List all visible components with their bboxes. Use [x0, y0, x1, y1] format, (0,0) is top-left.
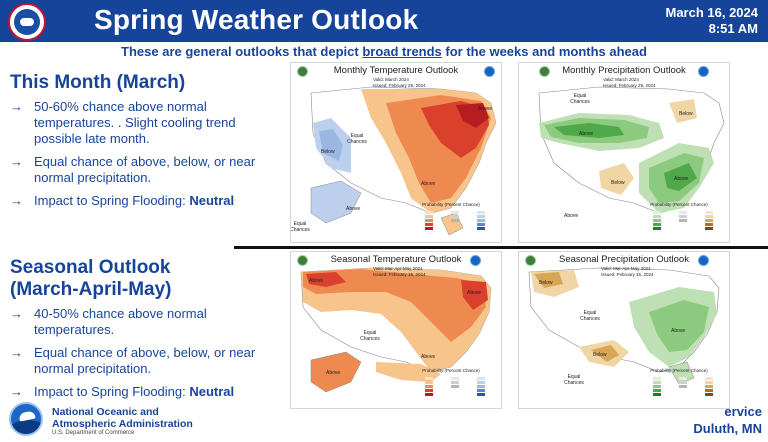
list-item: Impact to Spring Flooding: Neutral	[10, 193, 285, 209]
map-label: Above	[579, 131, 594, 137]
list-item: Equal chance of above, below, or near no…	[10, 154, 285, 186]
flood-label: Impact to Spring Flooding:	[34, 384, 190, 399]
page-title: Spring Weather Outlook	[94, 4, 419, 35]
map-title: Seasonal Precipitation Outlook	[559, 254, 689, 265]
map-legend: Probability (Percent Chance)	[635, 202, 723, 238]
seasonal-heading-line2: (March-April-May)	[10, 279, 172, 300]
map-label: Above	[326, 370, 341, 376]
legend-title: Probability (Percent Chance)	[650, 368, 708, 373]
map-valid: Valid: Mar-Apr-May 2024	[601, 266, 651, 271]
seasonal-temperature-map: Seasonal Temperature Outlook Valid: Mar-…	[290, 251, 502, 409]
map-label: Equal Chances	[570, 93, 590, 105]
noaa-icon	[698, 66, 709, 77]
usda-seal-icon	[297, 66, 308, 77]
seasonal-bullets: 40-50% chance above normal temperatures.…	[10, 306, 285, 407]
subtitle: These are general outlooks that depict b…	[0, 42, 768, 62]
subtitle-underlined: broad trends	[362, 44, 442, 59]
map-issued: Issued: February 29, 2024	[373, 83, 426, 88]
usda-seal-icon	[539, 66, 550, 77]
map-label: Equal Chances	[347, 133, 367, 145]
monthly-precipitation-svg	[538, 86, 725, 214]
map-issued: Issued: February 29, 2024	[603, 83, 656, 88]
seasonal-temperature-svg	[300, 267, 492, 393]
map-legend: Probability (Percent Chance)	[407, 202, 495, 238]
office-city: Duluth, MN	[693, 421, 762, 436]
map-valid: Valid: March 2024	[373, 77, 409, 82]
map-label: Below	[593, 352, 607, 358]
noaa-icon	[698, 255, 709, 266]
map-meta: Valid: Mar-Apr-May 2024 Issued: February…	[373, 266, 426, 278]
map-label: Above	[346, 206, 361, 212]
subtitle-prefix: These are general outlooks that depict	[121, 44, 363, 59]
monthly-precipitation-map: Monthly Precipitation Outlook Valid: Mar…	[518, 62, 730, 243]
map-label: Above	[421, 181, 436, 187]
nws-logo-emblem	[14, 9, 40, 35]
header-bar: Spring Weather Outlook March 16, 2024 8:…	[0, 0, 768, 42]
seasonal-precipitation-map: Seasonal Precipitation Outlook Valid: Ma…	[518, 251, 730, 409]
map-label: Above	[674, 176, 689, 182]
map-issued: Issued: February 15, 2024	[373, 272, 426, 277]
noaa-bird-icon	[18, 410, 36, 422]
map-valid: Valid: Mar-Apr-May 2024	[373, 266, 423, 271]
map-meta: Valid: March 2024 Issued: February 29, 2…	[603, 77, 656, 89]
legend-title: Probability (Percent Chance)	[422, 202, 480, 207]
map-issued: Issued: February 15, 2024	[601, 272, 654, 277]
date-text: March 16, 2024	[665, 5, 758, 20]
map-label: Below	[679, 111, 693, 117]
list-item: Equal chance of above, below, or near no…	[10, 345, 285, 377]
map-title: Monthly Temperature Outlook	[333, 65, 459, 76]
legend-title: Probability (Percent Chance)	[422, 368, 480, 373]
map-label: Equal Chances	[360, 330, 380, 342]
map-title: Seasonal Temperature Outlook	[330, 254, 462, 265]
monthly-temperature-svg	[310, 86, 497, 236]
map-valid: Valid: March 2024	[603, 77, 639, 82]
map-label: Above	[478, 106, 493, 112]
this-month-bullets: 50-60% chance above normal temperatures.…	[10, 99, 285, 216]
usda-seal-icon	[525, 255, 536, 266]
map-label: Below	[321, 149, 335, 155]
map-legend: Probability (Percent Chance)	[407, 368, 495, 404]
map-label: Equal Chances	[564, 374, 584, 386]
map-label: Below	[539, 280, 553, 286]
map-label: Above	[309, 278, 324, 284]
list-item: Impact to Spring Flooding: Neutral	[10, 384, 285, 400]
flood-value: Neutral	[189, 384, 235, 399]
agency-line2: Atmospheric Administration	[52, 418, 193, 430]
monthly-temperature-map: Monthly Temperature Outlook Valid: March…	[290, 62, 502, 243]
map-label: Below	[611, 180, 625, 186]
list-item: 40-50% chance above normal temperatures.	[10, 306, 285, 338]
map-label: Above	[421, 354, 436, 360]
map-legend: Probability (Percent Chance)	[635, 368, 723, 404]
map-label: Equal Chances	[290, 221, 310, 233]
map-label: Above	[564, 213, 579, 219]
this-month-heading: This Month (March)	[10, 72, 186, 93]
section-divider	[234, 246, 768, 249]
map-meta: Valid: Mar-Apr-May 2024 Issued: February…	[601, 266, 654, 278]
seasonal-heading: Seasonal Outlook (March-April-May)	[10, 257, 172, 301]
subtitle-suffix: for the weeks and months ahead	[441, 44, 647, 59]
map-label: Equal Chances	[580, 310, 600, 322]
seasonal-heading-line1: Seasonal Outlook	[10, 257, 171, 278]
date-time: March 16, 2024 8:51 AM	[665, 5, 758, 37]
nws-logo	[8, 3, 46, 41]
map-title: Monthly Precipitation Outlook	[562, 65, 686, 76]
map-label: Above	[467, 290, 482, 296]
flood-label: Impact to Spring Flooding:	[34, 193, 190, 208]
map-label: Above	[671, 328, 686, 334]
noaa-icon	[470, 255, 481, 266]
noaa-logo	[9, 402, 43, 436]
map-meta: Valid: March 2024 Issued: February 29, 2…	[373, 77, 426, 89]
list-item: 50-60% chance above normal temperatures.…	[10, 99, 285, 147]
office-service: ervice	[724, 404, 762, 419]
seasonal-precipitation-svg	[528, 267, 720, 385]
noaa-icon	[484, 66, 495, 77]
agency-name: National Oceanic and Atmospheric Adminis…	[52, 406, 193, 430]
flood-value: Neutral	[189, 193, 235, 208]
legend-title: Probability (Percent Chance)	[650, 202, 708, 207]
agency-line1: National Oceanic and	[52, 406, 159, 418]
department-name: U.S. Department of Commerce	[52, 430, 135, 436]
usda-seal-icon	[297, 255, 308, 266]
time-text: 8:51 AM	[708, 21, 758, 36]
